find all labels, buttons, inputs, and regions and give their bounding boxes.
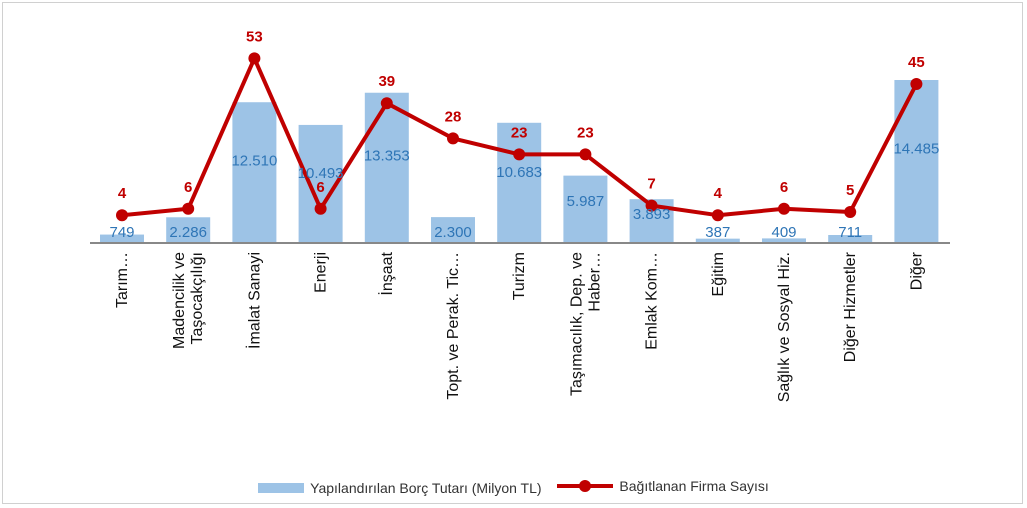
line-data-label: 6 xyxy=(184,179,192,196)
bar xyxy=(695,238,740,243)
line-point xyxy=(579,148,592,161)
legend-bar-label: Yapılandırılan Borç Tutarı (Milyon TL) xyxy=(310,480,542,496)
bar xyxy=(364,92,409,243)
category-tick-label: Diğer xyxy=(908,251,925,290)
line-data-label: 53 xyxy=(246,28,263,45)
legend-item-bar: Yapılandırılan Borç Tutarı (Milyon TL) xyxy=(258,480,542,496)
line-point xyxy=(182,202,195,215)
bar xyxy=(894,80,939,243)
bar xyxy=(563,175,608,243)
category-tick-label: Emlak Kom… xyxy=(644,252,661,350)
line-data-label: 23 xyxy=(577,124,594,141)
line-point xyxy=(248,52,261,65)
line-data-label: 28 xyxy=(445,108,462,125)
legend-item-line: Bağıtlanan Firma Sayısı xyxy=(557,478,769,494)
bar-data-label: 2.300 xyxy=(434,224,472,241)
line-point xyxy=(910,78,923,90)
bar-data-label: 5.987 xyxy=(567,193,605,210)
line-point xyxy=(711,209,724,222)
legend: Yapılandırılan Borç Tutarı (Milyon TL) B… xyxy=(0,478,1027,496)
bar xyxy=(762,238,806,243)
line-data-label: 39 xyxy=(378,73,395,90)
category-tick-label: İmalat Sanayi xyxy=(244,252,263,349)
category-tick-label: Diğer Hizmetler xyxy=(842,251,859,362)
bar-data-label: 387 xyxy=(705,224,730,241)
line-point xyxy=(844,206,857,218)
line-data-label: 45 xyxy=(908,54,925,71)
bar xyxy=(166,217,211,243)
bar xyxy=(431,217,475,243)
bar-data-label: 3.893 xyxy=(633,206,671,223)
bar-data-label: 409 xyxy=(771,224,796,241)
bar xyxy=(100,234,144,243)
line-point xyxy=(447,132,459,145)
bar-data-label: 749 xyxy=(109,224,134,241)
legend-bar-swatch xyxy=(258,483,305,493)
category-tick-label: İnşaat xyxy=(377,251,396,295)
bar-data-label: 10.683 xyxy=(496,164,542,181)
line-data-label: 4 xyxy=(714,185,723,202)
line-point xyxy=(778,202,790,215)
category-tick-label: Topt. ve Perak. Tic… xyxy=(445,252,462,400)
line-point xyxy=(314,202,327,215)
line-point xyxy=(116,209,128,222)
category-tick-label: Enerji xyxy=(313,252,330,293)
line-data-label: 23 xyxy=(511,124,528,141)
bar xyxy=(497,122,542,243)
category-tick-label: Eğitim xyxy=(710,252,727,296)
legend-line-label: Bağıtlanan Firma Sayısı xyxy=(619,478,769,494)
line-data-label: 7 xyxy=(647,176,655,193)
line-point xyxy=(380,97,393,110)
bar-data-label: 2.286 xyxy=(169,224,207,241)
category-tick-label: Sağlık ve Sosyal Hiz. xyxy=(776,252,793,402)
bar-data-label: 10.493 xyxy=(298,165,344,182)
bar xyxy=(232,102,277,243)
category-tick-label: Turizm xyxy=(511,252,528,300)
bar-data-label: 13.353 xyxy=(364,147,410,164)
bar-data-label: 14.485 xyxy=(893,140,939,157)
line-data-label: 6 xyxy=(780,179,788,196)
bar-data-label: 711 xyxy=(838,224,862,241)
bar-data-label: 12.510 xyxy=(231,153,277,170)
bar xyxy=(828,234,873,243)
category-tick-label: Taşocakçılığı xyxy=(189,252,206,344)
line-data-label: 5 xyxy=(846,182,854,199)
line-data-label: 6 xyxy=(316,179,324,196)
line-point xyxy=(513,148,526,161)
line-point xyxy=(645,199,658,212)
category-tick-label: Haber… xyxy=(586,252,603,312)
category-tick-label: Madencilik ve xyxy=(171,252,188,349)
legend-line-swatch xyxy=(557,479,614,493)
category-tick-label: Taşımacılık, Dep. ve xyxy=(568,252,585,396)
line-data-label: 4 xyxy=(118,185,127,202)
category-tick-label: Tarım… xyxy=(114,252,131,308)
